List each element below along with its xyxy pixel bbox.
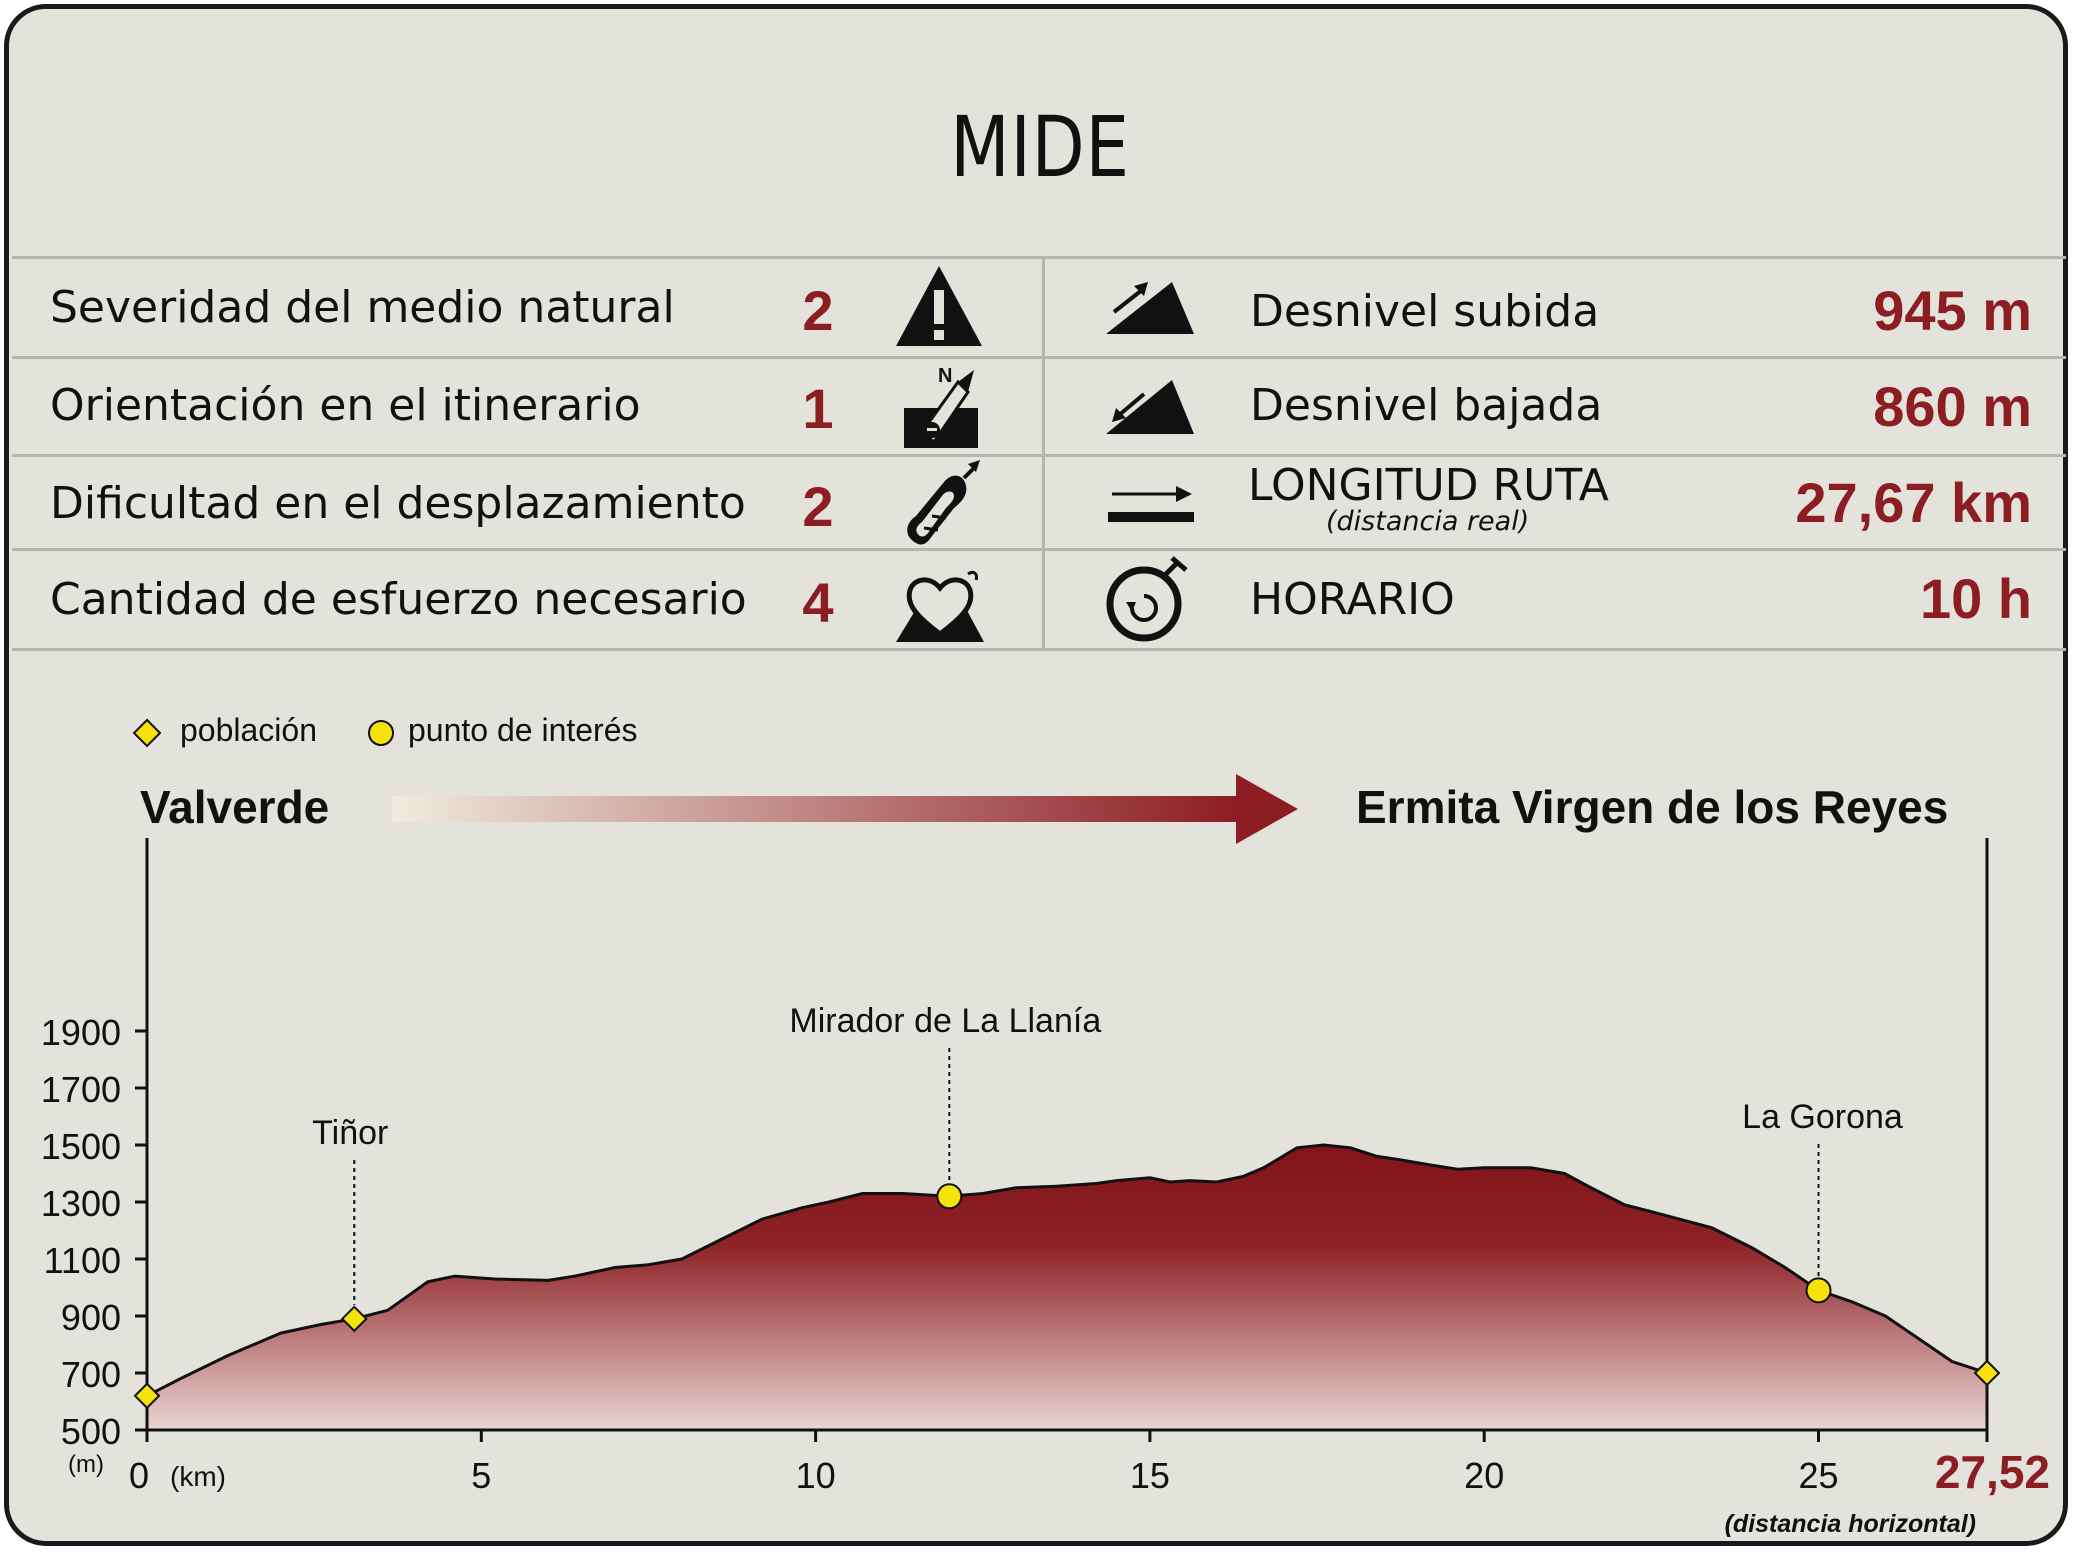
y-tick-label: 1900 bbox=[41, 1012, 121, 1053]
stat-value-time: 10 h bbox=[1919, 567, 2032, 630]
x-tick-label: 10 bbox=[796, 1455, 836, 1496]
interest-marker-legend-icon bbox=[368, 720, 394, 746]
ascent-slope-icon bbox=[1106, 282, 1194, 334]
stat-value-length: 27,67 km bbox=[1795, 471, 2032, 534]
mide-score-severidad: 2 bbox=[802, 279, 834, 342]
table-divider bbox=[12, 454, 2066, 457]
population-marker bbox=[340, 1305, 368, 1333]
y-tick-label: 1100 bbox=[44, 1240, 121, 1281]
svg-text:N: N bbox=[938, 365, 952, 387]
descent-slope-icon bbox=[1106, 380, 1194, 434]
heart-effort-icon bbox=[896, 570, 984, 642]
y-axis-unit-label: (m) bbox=[68, 1451, 104, 1478]
marker-label: Tiñor bbox=[312, 1114, 388, 1152]
stat-label-length: LONGITUD RUTA bbox=[1248, 460, 1609, 511]
y-tick-label: 500 bbox=[61, 1411, 121, 1452]
route-end-label: Ermita Virgen de los Reyes bbox=[1356, 781, 1949, 833]
x-tick-label: 20 bbox=[1464, 1455, 1504, 1496]
population-marker bbox=[133, 1382, 161, 1410]
stat-value-descent: 860 m bbox=[1873, 375, 2032, 438]
x-tick-label: 15 bbox=[1130, 1455, 1170, 1496]
mide-label-esfuerzo: Cantidad de esfuerzo necesario bbox=[50, 574, 747, 625]
table-column-divider bbox=[1042, 256, 1045, 650]
mide-label-dificultad: Dificultad en el desplazamiento bbox=[50, 478, 746, 529]
route-start-label: Valverde bbox=[140, 781, 330, 833]
y-tick-label: 700 bbox=[61, 1354, 121, 1395]
y-tick-label: 1300 bbox=[41, 1183, 121, 1224]
elevation-line bbox=[146, 1143, 1988, 1398]
table-divider bbox=[12, 256, 2066, 259]
marker-label: Mirador de La Llanía bbox=[789, 1002, 1101, 1040]
distance-arrow-icon bbox=[1108, 486, 1194, 522]
interest-marker bbox=[1805, 1277, 1832, 1304]
stat-label-descent: Desnivel bajada bbox=[1250, 380, 1603, 431]
y-tick-label: 900 bbox=[61, 1297, 121, 1338]
x-tick-label: 25 bbox=[1798, 1455, 1838, 1496]
warning-triangle-icon bbox=[896, 266, 982, 346]
table-divider bbox=[12, 356, 2066, 359]
table-divider bbox=[12, 548, 2066, 551]
y-tick-label: 1500 bbox=[41, 1126, 121, 1167]
x-tick-label: 0 bbox=[129, 1455, 149, 1496]
route-direction-arrow bbox=[392, 774, 1298, 844]
mide-label-severidad: Severidad del medio natural bbox=[50, 282, 675, 333]
marker-label: La Gorona bbox=[1742, 1098, 1903, 1136]
stat-label-time: HORARIO bbox=[1250, 574, 1455, 625]
town-marker-legend-icon bbox=[132, 718, 162, 748]
y-tick-label: 1700 bbox=[41, 1069, 121, 1110]
mide-score-orientacion: 1 bbox=[802, 377, 834, 440]
x-axis-unit-label: (km) bbox=[170, 1461, 226, 1492]
stat-value-ascent: 945 m bbox=[1873, 279, 2032, 342]
footprint-icon bbox=[907, 460, 980, 545]
table-divider bbox=[12, 648, 2066, 651]
interest-marker bbox=[936, 1183, 963, 1210]
population-marker bbox=[1973, 1359, 2001, 1387]
mide-score-dificultad: 2 bbox=[802, 475, 834, 538]
page-title: MIDE bbox=[950, 98, 1130, 196]
x-tick-label: 5 bbox=[471, 1455, 491, 1496]
end-distance-note: (distancia horizontal) bbox=[1725, 1510, 1976, 1538]
compass-orientation-icon: N bbox=[904, 365, 978, 448]
mide-label-orientacion: Orientación en el itinerario bbox=[50, 380, 641, 431]
stat-sublabel-length: (distancia real) bbox=[1326, 506, 1530, 537]
elevation-area bbox=[147, 1145, 1987, 1430]
stopwatch-icon bbox=[1106, 556, 1188, 642]
legend-town-label: población bbox=[180, 712, 317, 748]
end-distance-label: 27,52 bbox=[1935, 1446, 2050, 1498]
stat-label-ascent: Desnivel subida bbox=[1250, 286, 1600, 337]
mide-score-esfuerzo: 4 bbox=[802, 571, 834, 634]
legend-poi-label: punto de interés bbox=[408, 712, 638, 748]
